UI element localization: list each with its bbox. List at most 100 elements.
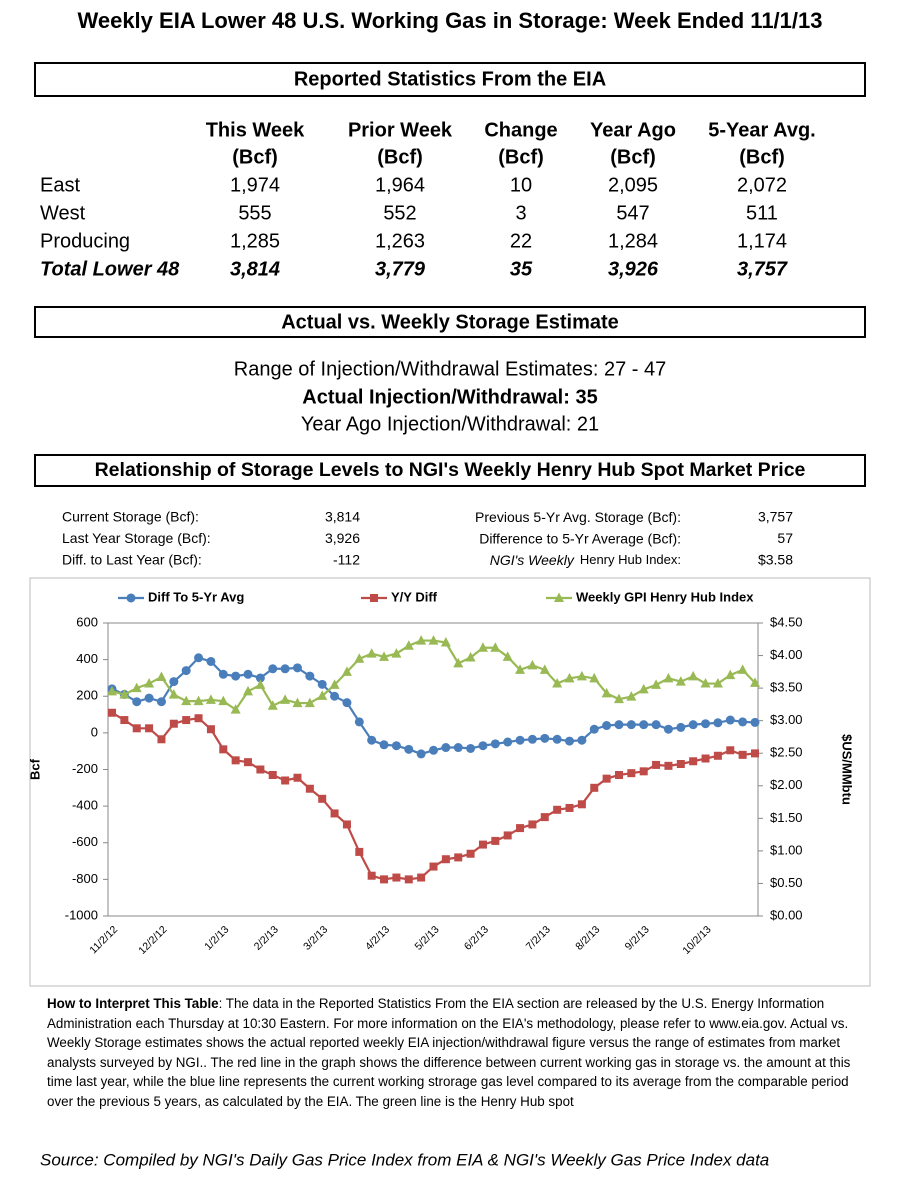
data-point	[737, 664, 748, 674]
data-point	[477, 642, 488, 652]
y-tick-label: 200	[76, 688, 98, 703]
table-cell: 22	[510, 230, 532, 252]
table-cell: 1,174	[737, 230, 787, 252]
data-point	[700, 678, 711, 688]
data-point	[404, 744, 414, 754]
data-point	[528, 820, 537, 829]
data-point	[478, 840, 487, 849]
table-cell: 1,285	[230, 230, 280, 252]
data-point	[577, 735, 587, 745]
stat-label: Last Year Storage (Bcf):	[62, 530, 211, 546]
data-point	[651, 679, 662, 689]
row-label: West	[40, 202, 86, 224]
data-point	[465, 652, 476, 662]
data-point	[553, 805, 562, 814]
data-point	[738, 717, 748, 727]
data-point	[589, 724, 599, 734]
section-box	[34, 62, 866, 97]
x-tick-label: 3/2/13	[301, 923, 330, 952]
data-point	[429, 745, 438, 755]
data-point	[231, 671, 241, 681]
data-point	[416, 749, 426, 759]
data-point	[490, 642, 501, 652]
stat-value: -112	[333, 552, 360, 568]
x-tick-label: 11/2/12	[87, 923, 120, 956]
data-point	[627, 769, 636, 778]
data-point	[527, 734, 537, 744]
data-point	[330, 691, 340, 701]
data-point	[441, 855, 450, 864]
data-point	[292, 663, 302, 673]
data-point	[589, 672, 600, 683]
data-point	[613, 693, 624, 704]
data-point	[503, 831, 512, 840]
data-point	[527, 659, 538, 670]
data-point	[539, 664, 550, 674]
x-tick-label: 8/2/13	[573, 923, 602, 952]
y2-tick-label: $0.00	[770, 907, 803, 922]
data-point	[367, 871, 376, 880]
data-point	[478, 741, 488, 751]
data-point	[429, 862, 438, 871]
data-point	[626, 691, 637, 701]
x-tick-label: 5/2/13	[412, 923, 441, 952]
y2-tick-label: $1.00	[770, 842, 803, 857]
x-tick-label: 2/2/13	[252, 923, 281, 952]
data-point	[502, 651, 513, 661]
data-point	[601, 687, 612, 698]
table-cell: 547	[616, 202, 649, 224]
interpretation-note: How to Interpret This Table: The data in…	[47, 994, 859, 1114]
section-box	[34, 454, 866, 487]
data-point	[206, 656, 216, 666]
data-point	[157, 735, 166, 744]
data-point	[552, 678, 563, 688]
y2-tick-label: $4.50	[770, 614, 803, 629]
table-cell: 552	[383, 202, 416, 224]
stat-value: $3.58	[758, 552, 793, 568]
legend-label: Y/Y Diff	[391, 589, 438, 604]
data-point	[577, 800, 586, 809]
stat-label: Previous 5-Yr Avg. Storage (Bcf):	[475, 509, 681, 525]
data-point	[280, 664, 290, 674]
data-point	[750, 717, 760, 727]
data-point	[317, 690, 328, 700]
data-point	[366, 648, 377, 658]
data-point	[168, 689, 179, 699]
column-header: (Bcf)	[232, 146, 278, 168]
data-point	[354, 653, 365, 663]
data-point	[491, 836, 500, 845]
data-point	[218, 669, 228, 679]
data-point	[590, 783, 599, 792]
data-point	[341, 666, 352, 676]
data-point	[230, 704, 241, 714]
data-point	[676, 760, 685, 769]
y-tick-label: -200	[72, 761, 98, 776]
data-point	[169, 677, 179, 687]
section-heading: Reported Statistics From the EIA	[294, 68, 606, 90]
x-tick-label: 10/2/13	[680, 923, 713, 956]
data-point	[713, 751, 722, 760]
y-tick-label: -1000	[65, 907, 98, 922]
data-point	[107, 685, 117, 696]
y2-tick-label: $1.50	[770, 810, 803, 825]
y2-tick-label: $0.50	[770, 875, 803, 890]
data-point	[329, 679, 340, 689]
section-heading: Actual vs. Weekly Storage Estimate	[281, 311, 619, 333]
data-point	[126, 593, 136, 603]
data-point	[416, 635, 427, 645]
data-point	[268, 770, 277, 779]
stat-value: 3,926	[325, 530, 360, 546]
table-cell: 3,757	[737, 258, 788, 280]
stat-label: Diff. to Last Year (Bcf):	[62, 552, 202, 568]
y-axis-title: Bcf	[27, 758, 42, 780]
data-point	[725, 669, 736, 680]
data-point	[540, 733, 550, 743]
data-point	[701, 754, 710, 763]
data-point	[144, 693, 154, 703]
data-point	[554, 592, 564, 602]
table-cell: 3	[515, 202, 526, 224]
stat-label-text: Difference to 5-Yr Average (Bcf):	[479, 530, 681, 546]
table-cell: 10	[510, 174, 532, 196]
data-point	[713, 718, 723, 728]
